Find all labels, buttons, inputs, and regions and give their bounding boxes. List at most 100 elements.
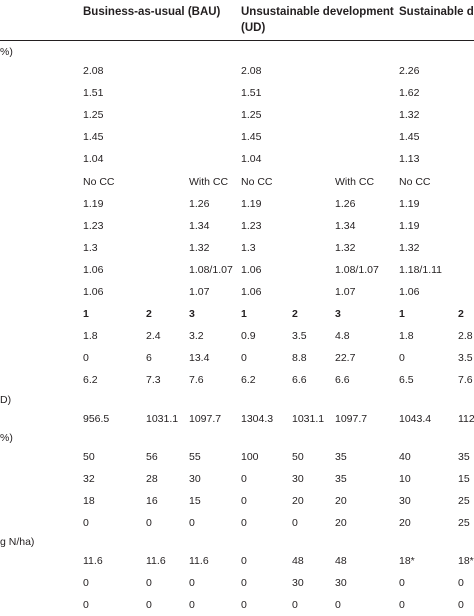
table-cell: 2.08 <box>83 65 104 77</box>
table-cell: 32 <box>83 472 95 485</box>
header-sd: Sustainable dev <box>399 6 474 18</box>
table-cell: 1.34 <box>335 219 356 232</box>
table-cell: 1.34 <box>189 219 210 232</box>
table-cell: 1.32 <box>399 241 420 254</box>
table-cell: 11.6 <box>189 555 209 567</box>
header-bau: Business-as-usual (BAU) <box>83 6 221 18</box>
table-cell: 0 <box>189 516 195 529</box>
table-cell: 0 <box>146 599 152 612</box>
table-cell: 35 <box>335 472 347 485</box>
table-row: 1.23 1.34 1.23 1.34 1.19 <box>0 215 474 237</box>
table-cell: 1.06 <box>83 263 104 276</box>
table-cell: 50 <box>292 450 304 463</box>
table-cell: 0 <box>241 494 247 507</box>
table-cell: 0 <box>146 516 152 529</box>
table-cell: 25 <box>458 516 470 529</box>
table-cell: 1.32 <box>335 241 356 254</box>
table-cell: 1.13 <box>399 153 420 166</box>
table-cell: 7.3 <box>146 374 161 387</box>
header-ud: Unsustainable development (UD) <box>241 4 394 36</box>
table-cell: 1.19 <box>399 197 420 210</box>
table-cell: 1.25 <box>241 109 262 122</box>
section-label: g N/ha) <box>0 536 35 548</box>
table-cell: 0 <box>241 516 247 529</box>
table-cell: 10 <box>399 472 411 485</box>
table-cell: 18* <box>399 555 415 567</box>
table-cell: 30 <box>189 472 201 485</box>
table-cell: 16 <box>146 494 158 507</box>
table-cell: 1.04 <box>241 153 262 166</box>
table-cell: 20 <box>335 494 347 507</box>
table-cell: 7.6 <box>458 374 473 387</box>
table-cell: 1097.7 <box>189 412 222 425</box>
table-cell: 3 <box>335 308 341 321</box>
table-cell: 0 <box>458 599 464 612</box>
table-cell: 25 <box>458 494 470 507</box>
table-cell: With CC <box>335 175 375 188</box>
header-rule <box>0 40 474 41</box>
table-cell: 6.5 <box>399 374 414 387</box>
table-cell: 112 <box>458 412 474 425</box>
table-cell: 1.62 <box>399 87 420 100</box>
table-cell: 30 <box>292 577 304 590</box>
table-cell: 1.45 <box>399 131 420 144</box>
table-row: 0 0 0 0 30 30 0 0 <box>0 572 474 594</box>
table-cell: 1.26 <box>189 197 210 210</box>
table-cell: 6.6 <box>335 374 350 387</box>
table-cell: 20 <box>399 516 411 529</box>
table-cell: 0 <box>241 352 247 365</box>
table-cell: 1.25 <box>83 109 104 122</box>
table-cell: No CC <box>83 175 115 188</box>
table-cell: 56 <box>146 450 158 463</box>
table-cell: 0 <box>83 599 89 612</box>
table-cell: 1.19 <box>83 197 104 210</box>
table-cell: 6 <box>146 352 152 365</box>
table-row: 1.8 2.4 3.2 0.9 3.5 4.8 1.8 2.8 <box>0 325 474 347</box>
table-row: 1.3 1.32 1.3 1.32 1.32 <box>0 237 474 259</box>
table-cell: 1 <box>241 308 247 321</box>
table-row: 1.19 1.26 1.19 1.26 1.19 <box>0 193 474 215</box>
table-cell: 1043.4 <box>399 412 432 425</box>
table-cell: 50 <box>83 450 95 463</box>
table-cell: 4.8 <box>335 330 350 343</box>
table-row: 2.08 2.08 2.26 <box>0 60 474 82</box>
table-cell: 1.32 <box>189 241 210 254</box>
table-cell: 100 <box>241 450 259 463</box>
table-row: 0 0 0 0 0 20 20 25 <box>0 512 474 534</box>
table-cell: With CC <box>189 175 229 188</box>
table-cell: 6.6 <box>292 374 307 387</box>
table-cell: 0 <box>189 577 195 590</box>
table-cell: 18 <box>83 494 95 507</box>
header-ud-line2: (UD) <box>241 22 266 34</box>
table-cell: No CC <box>241 175 273 188</box>
table-cell: 48 <box>335 555 347 567</box>
table-cell: 1031.1 <box>292 412 325 425</box>
table-cell: 2.8 <box>458 330 473 343</box>
table-cell: 0 <box>292 516 298 529</box>
table-cell: 0 <box>83 577 89 590</box>
table-cell: 1.08/1.07 <box>189 263 233 276</box>
table-cell: 1.06 <box>241 286 262 298</box>
table-row: 0 6 13.4 0 8.8 22.7 0 3.5 <box>0 347 474 369</box>
table-row: 6.2 7.3 7.6 6.2 6.6 6.6 6.5 7.6 <box>0 369 474 391</box>
table-cell: 35 <box>458 450 470 463</box>
table-cell: No CC <box>399 175 431 188</box>
table-cell: 20 <box>292 494 304 507</box>
table-cell: 22.7 <box>335 352 356 365</box>
table-cell: 1.51 <box>241 87 262 100</box>
table-cell: 0 <box>83 516 89 529</box>
table-cell: 18* <box>458 555 474 567</box>
table-cell: 0 <box>399 352 405 365</box>
table-cell: 0 <box>241 577 247 590</box>
table-cell: 1.23 <box>241 219 262 232</box>
table-cell: 0 <box>292 599 298 612</box>
table-cell: 1.06 <box>241 263 262 276</box>
table-cell: 2.26 <box>399 65 420 77</box>
table-cell: 30 <box>335 577 347 590</box>
table-cell: 6.2 <box>241 374 256 387</box>
table-row: 1.45 1.45 1.45 <box>0 126 474 148</box>
table-cell: 0 <box>241 599 247 612</box>
table-cell: 1.3 <box>83 241 98 254</box>
table-cell: 0 <box>241 555 247 567</box>
table-cell: 1.07 <box>189 286 210 298</box>
